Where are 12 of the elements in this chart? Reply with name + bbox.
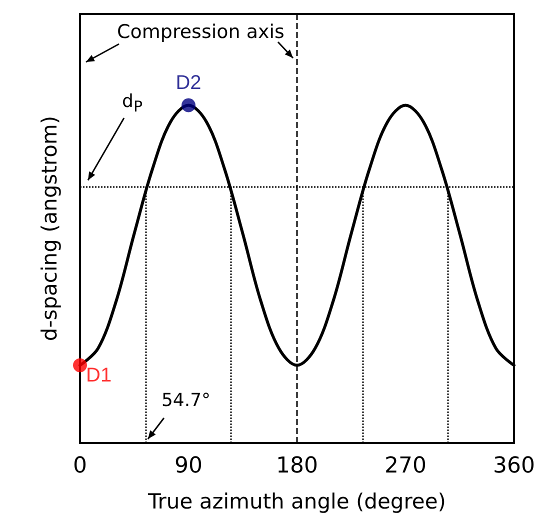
x-tick-label: 0 xyxy=(73,454,87,478)
ref-line-label: Compression axis xyxy=(117,20,284,42)
x-tick-label: 90 xyxy=(174,454,202,478)
ref-line-label: 54.7° xyxy=(161,390,211,411)
series-label: D1 xyxy=(86,364,112,386)
series-label: D2 xyxy=(176,72,202,94)
x-tick-label: 360 xyxy=(493,454,536,478)
x-tick-label: 180 xyxy=(276,454,318,478)
y-axis-title: d-spacing (angstrom) xyxy=(38,116,62,342)
x-axis-title: True azimuth angle (degree) xyxy=(147,490,446,514)
x-tick-label: 270 xyxy=(384,454,427,478)
ref-line-label: d$_{P}$ xyxy=(122,91,142,116)
